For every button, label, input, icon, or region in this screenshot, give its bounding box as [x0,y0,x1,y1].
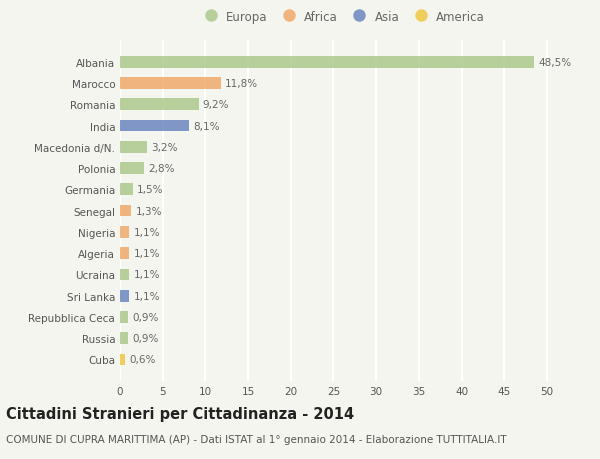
Bar [120,311,128,323]
Text: 1,3%: 1,3% [136,206,162,216]
Bar [120,290,130,302]
Bar [120,227,130,238]
Bar [120,269,130,280]
Legend: Europa, Africa, Asia, America: Europa, Africa, Asia, America [197,8,487,26]
Bar [120,78,221,90]
Text: 0,6%: 0,6% [130,355,156,365]
Text: 0,9%: 0,9% [132,334,158,343]
Text: 1,1%: 1,1% [134,249,160,258]
Text: 11,8%: 11,8% [225,79,258,89]
Bar [120,354,125,365]
Text: 3,2%: 3,2% [152,142,178,152]
Text: 0,9%: 0,9% [132,312,158,322]
Text: 48,5%: 48,5% [538,57,572,67]
Bar [120,333,128,344]
Bar [120,248,130,259]
Text: COMUNE DI CUPRA MARITTIMA (AP) - Dati ISTAT al 1° gennaio 2014 - Elaborazione TU: COMUNE DI CUPRA MARITTIMA (AP) - Dati IS… [6,434,506,444]
Bar [120,142,148,153]
Text: 8,1%: 8,1% [193,121,220,131]
Bar [120,120,189,132]
Bar [120,57,534,68]
Text: 1,1%: 1,1% [134,270,160,280]
Bar [120,163,144,174]
Text: 1,5%: 1,5% [137,185,164,195]
Bar [120,205,131,217]
Text: 1,1%: 1,1% [134,227,160,237]
Text: 2,8%: 2,8% [148,164,175,174]
Bar [120,184,133,196]
Text: 1,1%: 1,1% [134,291,160,301]
Bar [120,99,199,111]
Text: 9,2%: 9,2% [203,100,229,110]
Text: Cittadini Stranieri per Cittadinanza - 2014: Cittadini Stranieri per Cittadinanza - 2… [6,406,354,421]
